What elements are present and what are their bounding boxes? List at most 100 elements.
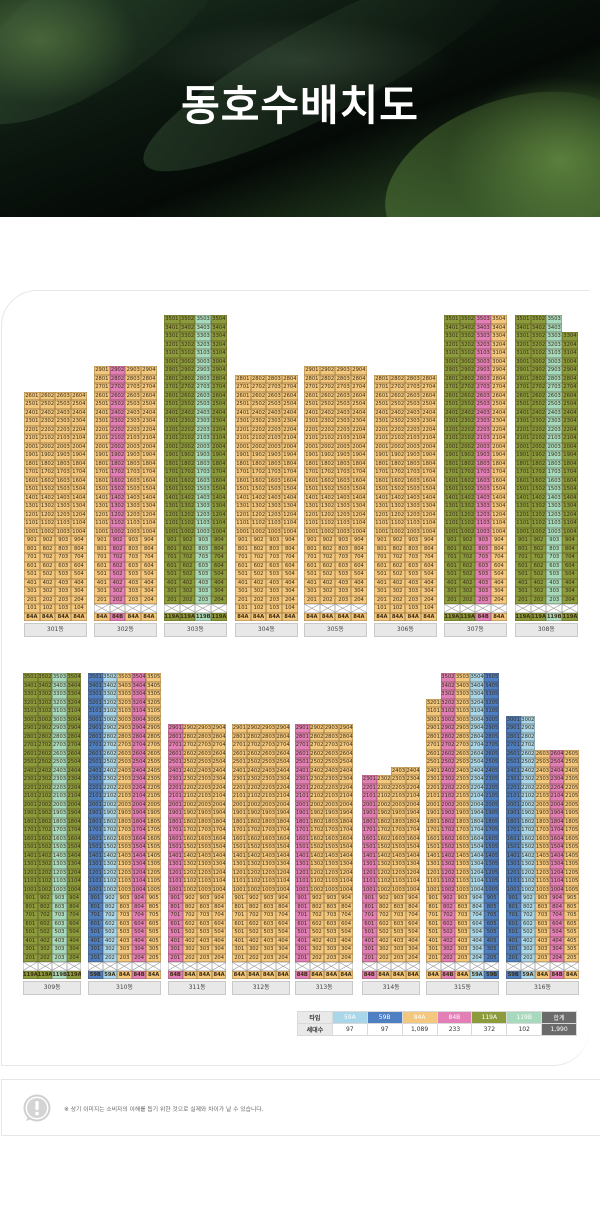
unit-cell: 3002 (530, 357, 547, 366)
unit-cell: 2603 (475, 391, 492, 400)
floor-row: 901 902 903 904 (168, 894, 227, 903)
unit-cell: 2602 (389, 391, 406, 400)
unit-cell: 2401 (515, 408, 531, 417)
unit-cell: 2002 (309, 800, 325, 809)
unit-cell: 3401 (515, 323, 531, 332)
unit-cell: 3402 (102, 681, 118, 690)
unit-cell: 202 (102, 953, 118, 962)
unit-cell: 602 (179, 561, 196, 570)
floor-row: 201 202 203 204 205 (88, 953, 161, 962)
unit-cell: 1404 (71, 493, 87, 502)
unit-cell: 1603 (261, 834, 276, 843)
unit-cell: 1303 (261, 860, 276, 869)
unit-cell: 2302 (376, 775, 392, 784)
unit-cell: 2805 (146, 732, 161, 741)
unit-cell: 2602 (102, 749, 118, 758)
unit-cell: 1304 (338, 860, 354, 869)
unit-cell: 2202 (376, 783, 392, 792)
unit-cell: 904 (71, 536, 87, 545)
unit-cell: 1204 (131, 868, 147, 877)
unit-cell: 2202 (109, 425, 126, 434)
unit-cell: 602 (102, 919, 118, 928)
unit-cell: 1802 (250, 459, 267, 468)
unit-cell: 301 (304, 587, 320, 596)
unit-cell: 1504 (282, 485, 298, 494)
unit-cell: 2204 (491, 425, 507, 434)
unit-cell: 1703 (55, 468, 72, 477)
unit-cell: 1301 (426, 860, 441, 869)
floor-row: 1501 1502 1503 1504 1505 (506, 843, 579, 852)
unit-cell: 2003 (324, 800, 339, 809)
unit-cell: 3001 (515, 357, 531, 366)
unit-cell: 1704 (141, 468, 157, 477)
unit-cell: 1001 (94, 527, 110, 536)
unit-cell: 2303 (52, 775, 67, 784)
unit-cell: 1402 (389, 493, 406, 502)
unit-cell: 1701 (304, 468, 320, 477)
unit-cell: 703 (117, 911, 132, 920)
unit-cell: 1602 (389, 476, 406, 485)
unit-cell: 2902 (182, 724, 198, 733)
unit-cell: 3502 (459, 315, 476, 324)
no-unit-cell (211, 604, 227, 613)
building-label: 309동 (23, 981, 82, 995)
unit-cell: 2301 (362, 775, 377, 784)
unit-cell: 2903 (324, 724, 339, 733)
unit-cell: 2601 (374, 391, 390, 400)
unit-cell: 402 (309, 936, 325, 945)
unit-cell: 204 (338, 953, 354, 962)
unit-cell: 1101 (23, 877, 38, 886)
unit-cell: 2301 (374, 417, 390, 426)
unit-cell: 303 (197, 945, 212, 954)
floor-row: 1401 1402 1403 1404 (235, 493, 298, 502)
floor-row: 2501 2502 2503 2504 (374, 400, 437, 409)
unit-cell: 504 (469, 928, 485, 937)
floor-row: 2001 2002 2003 2004 (304, 442, 367, 451)
unit-cell: 2202 (182, 783, 198, 792)
unit-cell: 2905 (484, 724, 499, 733)
unit-cell: 1303 (455, 860, 470, 869)
unit-cell: 802 (376, 902, 392, 911)
unit-cell: 2201 (94, 425, 110, 434)
unit-cell: 603 (535, 919, 550, 928)
unit-cell: 201 (426, 953, 441, 962)
unit-cell: 2301 (304, 417, 320, 426)
unit-type-cell: 59B (88, 970, 103, 979)
unit-cell: 3103 (475, 349, 492, 358)
unit-type-cell: 84B (168, 970, 183, 979)
unit-cell: 2305 (146, 775, 161, 784)
unit-cell: 601 (24, 561, 40, 570)
unit-cell: 3404 (211, 323, 227, 332)
unit-cell: 1104 (141, 519, 157, 528)
no-unit-cell (164, 604, 180, 613)
unit-cell: 2002 (102, 800, 118, 809)
unit-cell: 1601 (23, 834, 38, 843)
unit-cell: 2801 (164, 374, 180, 383)
unit-cell: 2001 (426, 800, 441, 809)
unit-cell: 704 (211, 911, 227, 920)
unit-cell: 1101 (168, 877, 183, 886)
unit-cell: 1303 (266, 502, 283, 511)
unit-cell: 2701 (304, 383, 320, 392)
floor-row: 1101 1102 1103 1104 (168, 877, 227, 886)
unit-cell: 503 (195, 570, 212, 579)
unit-cell: 501 (295, 928, 310, 937)
floor-row: 3101 3102 3103 3104 (515, 349, 578, 358)
unit-cell: 1705 (564, 826, 579, 835)
unit-cell: 3201 (444, 340, 460, 349)
floor-row: 2201 2202 2203 2204 (164, 425, 227, 434)
unit-cell: 3302 (530, 332, 547, 341)
unit-cell: 1101 (426, 877, 441, 886)
floor-row: 201 202 203 204 (168, 953, 227, 962)
unit-cell: 404 (282, 578, 298, 587)
unit-cell: 2002 (389, 442, 406, 451)
unit-cell: 1403 (335, 493, 352, 502)
unit-cell: 704 (351, 553, 367, 562)
unit-cell: 1502 (250, 485, 267, 494)
unit-cell: 1404 (469, 851, 485, 860)
unit-cell: 2301 (94, 417, 110, 426)
unit-cell: 504 (282, 570, 298, 579)
unit-cell: 702 (102, 911, 118, 920)
unit-cell: 702 (179, 553, 196, 562)
floor-row: 2201 2202 2203 2204 2205 (88, 783, 161, 792)
